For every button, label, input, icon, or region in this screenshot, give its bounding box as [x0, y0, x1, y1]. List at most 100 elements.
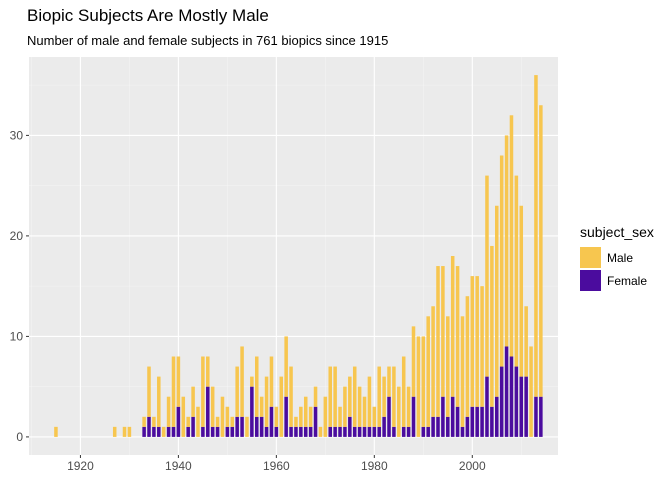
bar-male-1959: [269, 356, 274, 407]
bar-female-1943: [191, 416, 195, 437]
bar-male-1941: [181, 396, 186, 437]
bar-female-1962: [284, 396, 288, 437]
bar-female-1973: [338, 426, 342, 437]
bar-male-1998: [460, 316, 465, 427]
bar-male-2005: [495, 205, 499, 397]
bar-male-1989: [416, 336, 421, 437]
y-tick-label: 0: [16, 430, 23, 444]
bar-male-1995: [446, 316, 450, 417]
bar-male-1936: [157, 376, 161, 427]
bar-male-1940: [176, 356, 181, 407]
bar-female-1942: [186, 426, 190, 437]
bar-female-1952: [235, 416, 239, 437]
bar-female-1992: [431, 416, 435, 437]
bar-female-1972: [333, 426, 337, 437]
bar-male-1935: [152, 416, 156, 427]
bar-female-1938: [166, 426, 171, 437]
bar-female-1956: [255, 416, 259, 437]
bar-male-2000: [470, 276, 475, 407]
bar-male-2006: [499, 155, 504, 367]
bar-female-1983: [387, 396, 391, 437]
bar-male-1976: [352, 366, 357, 427]
bar-female-1996: [450, 396, 455, 437]
bar-female-1960: [274, 426, 279, 437]
bar-male-1929: [122, 426, 127, 437]
bar-female-1953: [240, 416, 244, 437]
bar-female-1968: [313, 406, 318, 437]
bar-female-1948: [215, 426, 220, 437]
bar-male-1964: [294, 416, 298, 427]
bar-female-2004: [490, 406, 494, 437]
bar-male-2002: [480, 286, 484, 407]
x-tick-label: 1980: [361, 459, 388, 473]
bar-male-1987: [406, 386, 411, 427]
bar-male-1915: [54, 426, 58, 437]
legend: subject_sex Male Female: [580, 224, 654, 292]
bar-male-1960: [274, 406, 279, 427]
bar-male-1946: [206, 356, 210, 387]
bar-female-1951: [230, 426, 235, 437]
bar-female-2000: [470, 406, 475, 437]
x-tick-label: 1940: [165, 459, 192, 473]
bar-male-1939: [171, 356, 176, 427]
bar-male-1972: [333, 366, 337, 427]
bar-male-1977: [357, 386, 362, 427]
bar-female-1965: [299, 426, 303, 437]
bar-male-1961: [279, 376, 284, 437]
legend-key-female: [580, 270, 601, 291]
bar-male-1967: [308, 406, 313, 427]
bar-male-1980: [372, 406, 377, 427]
plot-panel: [29, 57, 558, 455]
bar-female-1994: [441, 396, 445, 437]
bar-female-2005: [495, 396, 499, 437]
bar-male-1944: [196, 406, 200, 437]
bar-male-1947: [210, 386, 215, 427]
x-tick-label: 2000: [459, 459, 486, 473]
bar-female-1998: [460, 426, 465, 437]
bar-male-1985: [397, 386, 401, 437]
legend-item-male: Male: [580, 246, 654, 269]
bar-female-1940: [176, 406, 181, 437]
bar-female-1982: [382, 416, 386, 437]
bar-female-1971: [328, 426, 332, 437]
bar-male-1937: [161, 426, 166, 437]
bar-male-1956: [255, 356, 259, 417]
bar-male-2004: [490, 245, 494, 407]
bar-male-2007: [504, 135, 509, 347]
bar-male-1986: [401, 356, 406, 427]
bar-male-1988: [411, 326, 416, 397]
bar-female-1977: [357, 426, 362, 437]
bar-male-1973: [338, 406, 342, 427]
bar-male-1953: [240, 346, 244, 417]
bar-male-1990: [421, 336, 426, 427]
bar-male-1970: [323, 396, 328, 437]
bar-male-1950: [225, 406, 230, 427]
bar-male-1981: [377, 366, 381, 427]
bar-female-1995: [446, 416, 450, 437]
bar-male-1965: [299, 406, 303, 427]
bar-female-1934: [147, 416, 151, 437]
bar-male-1948: [215, 416, 220, 427]
bar-female-1986: [401, 426, 406, 437]
bar-male-1945: [201, 356, 205, 427]
bar-female-1999: [465, 416, 470, 437]
legend-item-female: Female: [580, 269, 654, 292]
bar-male-2001: [475, 276, 479, 407]
bar-male-1949: [220, 396, 225, 437]
bar-female-1964: [294, 426, 298, 437]
bar-female-1933: [142, 426, 146, 437]
legend-label-male: Male: [607, 250, 634, 265]
bar-female-1984: [392, 426, 396, 437]
bar-male-1962: [284, 336, 288, 397]
bar-female-1936: [157, 426, 161, 437]
bar-female-1974: [343, 426, 347, 437]
bar-female-1935: [152, 426, 156, 437]
bar-male-1938: [166, 396, 171, 427]
bar-male-1968: [313, 386, 318, 407]
bar-male-1966: [303, 396, 308, 427]
x-tick-label: 1960: [263, 459, 290, 473]
bar-female-1959: [269, 406, 274, 437]
bar-male-1963: [289, 366, 293, 427]
bar-male-1971: [328, 366, 332, 427]
